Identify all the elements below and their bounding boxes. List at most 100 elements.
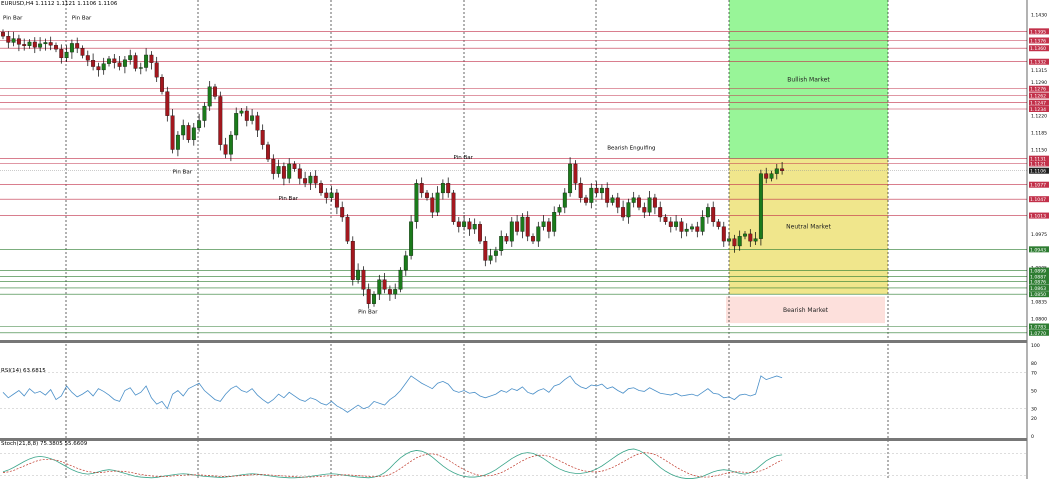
rsi-tick-label: 70 xyxy=(1031,370,1037,376)
pattern-annotation: Pin Bar xyxy=(279,196,299,202)
price-tick-label: 1.1262 xyxy=(1030,93,1046,99)
bull-candle xyxy=(175,134,180,150)
bear-candle xyxy=(584,197,588,203)
bear-candle xyxy=(91,60,96,67)
bull-candle xyxy=(38,43,43,48)
bull-candle xyxy=(536,226,541,242)
price-label-bg xyxy=(1029,28,1049,35)
bear-candle xyxy=(223,144,228,155)
bear-candle xyxy=(668,221,673,227)
bull-candle xyxy=(207,86,212,107)
bull-candle xyxy=(774,168,779,174)
bear-candle xyxy=(382,279,387,290)
bear-candle xyxy=(663,216,668,222)
price-tick-label: 1.1220 xyxy=(1031,114,1047,120)
price-label-bg xyxy=(1029,212,1049,219)
bear-candle xyxy=(419,183,424,194)
price-tick-label: 1.1047 xyxy=(1030,197,1046,203)
bear-candle xyxy=(59,49,64,59)
price-label-bg xyxy=(1029,105,1049,112)
zone-label: Neutral Market xyxy=(786,223,831,230)
price-label-bg xyxy=(1029,329,1049,336)
price-label-bg xyxy=(1029,160,1049,167)
bear-candle xyxy=(711,207,716,222)
bear-candle xyxy=(112,58,117,63)
price-tick-label: 1.1013 xyxy=(1030,214,1046,220)
pattern-annotation: Pin Bar xyxy=(72,15,92,21)
bear-candle xyxy=(186,125,191,141)
bear-candle xyxy=(525,216,530,237)
bear-candle xyxy=(721,226,726,242)
zone-label: Bullish Market xyxy=(787,76,830,83)
bear-candle xyxy=(658,207,663,218)
bear-candle xyxy=(578,183,583,198)
price-tick-label: 1.0887 xyxy=(1030,274,1046,280)
bull-candle xyxy=(562,192,567,208)
bear-candle xyxy=(133,55,138,69)
price-tick-label: 1.0943 xyxy=(1030,247,1046,253)
price-tick-label: 1.1376 xyxy=(1030,39,1046,45)
bull-candle xyxy=(647,197,652,213)
stoch-main-line xyxy=(2,448,783,479)
rsi-tick-label: 30 xyxy=(1031,407,1037,413)
bull-candle xyxy=(520,216,525,232)
rsi-label: RSI(14) 63.6815 xyxy=(1,368,46,374)
bear-candle xyxy=(478,224,482,242)
bull-candle xyxy=(552,212,557,232)
bear-candle xyxy=(160,77,164,92)
bear-candle xyxy=(637,197,641,208)
price-tick-label: 1.1247 xyxy=(1030,101,1046,107)
price-tick-label: 1.0975 xyxy=(1031,232,1047,238)
bull-candle xyxy=(128,55,133,60)
bull-candle xyxy=(122,59,127,67)
stochastic-label: Stoch(21,8,8) 75.3805 55.6609 xyxy=(1,441,88,447)
pattern-annotation: Pin Bar xyxy=(358,309,378,315)
bull-candle xyxy=(144,54,149,68)
price-tick-label: 1.0863 xyxy=(1030,286,1046,292)
bear-candle xyxy=(117,62,122,67)
bull-candle xyxy=(493,250,498,256)
price-tick-label: 1.1150 xyxy=(1031,148,1047,154)
bear-candle xyxy=(271,158,276,174)
bull-candle xyxy=(234,113,239,136)
bear-candle xyxy=(748,233,753,242)
bear-candle xyxy=(531,236,535,242)
bull-candle xyxy=(509,221,514,242)
price-tick-label: 1.1234 xyxy=(1030,107,1046,113)
price-label-bg xyxy=(1029,284,1049,291)
price-label-bg xyxy=(1029,246,1049,253)
bear-candle xyxy=(387,289,392,295)
bull-candle xyxy=(276,166,281,174)
rsi-tick-label: 20 xyxy=(1031,416,1037,422)
price-label-bg xyxy=(1029,291,1049,298)
bull-candle xyxy=(308,175,313,184)
bear-candle xyxy=(679,221,684,232)
bull-candle xyxy=(138,67,143,69)
bear-candle xyxy=(260,130,265,145)
bull-candle xyxy=(631,197,636,203)
bull-candle xyxy=(372,294,376,304)
bear-candle xyxy=(218,96,223,145)
bear-candle xyxy=(96,66,101,71)
rsi-tick-label: 0 xyxy=(1031,434,1034,440)
bear-candle xyxy=(515,221,520,232)
symbol-info: EURUSD,H4 1.1112 1.1121 1.1106 1.1106 xyxy=(1,1,118,7)
bear-candle xyxy=(297,168,302,179)
price-tick-label: 1.0876 xyxy=(1030,280,1046,286)
price-label-bg xyxy=(1029,85,1049,92)
bull-candle xyxy=(107,58,111,64)
bear-candle xyxy=(615,197,620,208)
price-tick-label: 1.1395 xyxy=(1030,29,1046,35)
rsi-line xyxy=(2,375,783,413)
bull-candle xyxy=(541,221,546,227)
bull-candle xyxy=(737,236,742,247)
bear-candle xyxy=(366,289,371,304)
bear-candle xyxy=(621,207,626,218)
bull-candle xyxy=(599,187,604,194)
bear-candle xyxy=(324,192,329,198)
panel-separator xyxy=(0,438,1027,441)
price-tick-label: 1.1106 xyxy=(1030,169,1046,175)
bear-candle xyxy=(642,207,647,213)
